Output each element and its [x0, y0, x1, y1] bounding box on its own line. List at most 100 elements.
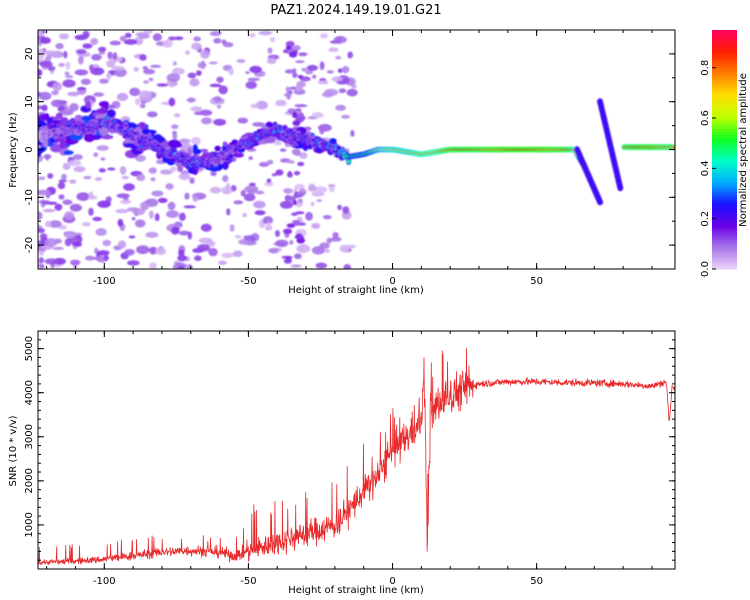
spectrogram-noise: [339, 244, 350, 253]
colorbar-cell: [712, 173, 737, 177]
spectrogram-y-tick-label: -20: [24, 237, 35, 253]
colorbar-cell: [712, 149, 737, 153]
spectrogram-noise: [248, 182, 256, 187]
spectrogram-noise: [271, 173, 278, 177]
spectrogram-noise: [311, 246, 325, 255]
spectrogram-noise: [269, 36, 276, 43]
spectrogram-noise: [116, 208, 125, 213]
spectrogram-noise: [121, 175, 130, 180]
spectrogram-noise: [316, 199, 323, 203]
spectrogram-noise: [273, 140, 282, 146]
spectrogram-noise: [135, 32, 149, 37]
spectrogram-noise: [97, 200, 111, 208]
spectrogram-noise: [248, 33, 256, 38]
spectrogram-noise: [301, 67, 308, 72]
snr-x-axis-label: Height of straight line (km): [288, 585, 424, 596]
spectrogram-noise: [50, 99, 64, 108]
spectrogram-ridge: [59, 133, 64, 138]
spectrogram-noise: [58, 194, 65, 200]
spectrogram-noise: [72, 241, 83, 247]
spectrogram-noise: [151, 190, 164, 197]
spectrogram-noise: [45, 220, 52, 228]
colorbar-cell: [712, 92, 737, 97]
colorbar-cell: [712, 80, 737, 85]
spectrogram-noise: [129, 87, 141, 97]
colorbar-cell: [712, 164, 737, 168]
spectrogram-noise: [58, 62, 66, 67]
spectrogram-noise: [168, 97, 176, 107]
spectrogram-noise: [200, 49, 210, 59]
spectrogram-y-tick-label: 20: [24, 48, 35, 61]
spectrogram-y-axis-label: Frequency (Hz): [8, 112, 19, 188]
spectrogram-noise: [232, 250, 243, 258]
spectrogram-noise: [346, 88, 358, 97]
snr-y-tick-label: 3000: [24, 424, 35, 449]
spectrogram-noise: [139, 54, 147, 61]
spectrogram-noise: [305, 70, 313, 75]
spectrogram-noise: [187, 72, 197, 79]
spectrogram-noise: [178, 138, 191, 144]
spectrogram-noise: [172, 61, 177, 66]
spectrogram-noise: [329, 40, 340, 44]
spectrogram-y-tick-label: -10: [24, 189, 35, 205]
spectrogram-panel: -100 -50 0 50 20 10 0 -10 -20 Height of straigh…: [8, 29, 676, 296]
spectrogram-noise: [67, 91, 80, 97]
spectrogram-noise: [148, 167, 157, 174]
spectrogram-noise: [135, 154, 146, 162]
spectrogram-noise: [342, 206, 350, 214]
spectrogram-noise: [189, 78, 200, 87]
colorbar-tick-label: 0.2: [700, 211, 711, 227]
spectrogram-noise: [39, 60, 53, 68]
spectrogram-noise: [126, 207, 140, 212]
spectrogram-noise: [294, 104, 308, 108]
spectrogram-noise: [254, 210, 266, 216]
snr-series-line: [38, 347, 675, 566]
spectrogram-noise: [136, 173, 146, 182]
colorbar-cell: [712, 188, 737, 192]
colorbar-cell: [712, 176, 737, 180]
colorbar-cell: [712, 236, 737, 240]
spectrogram-noise: [173, 113, 181, 118]
colorbar-cell: [712, 101, 737, 106]
spectrogram-noise: [157, 197, 168, 204]
colorbar-cell: [712, 53, 737, 58]
spectrogram-noise: [109, 40, 122, 46]
spectrogram-noise: [266, 159, 274, 165]
colorbar-cell: [712, 56, 737, 61]
spectrogram-noise: [229, 223, 235, 232]
spectrogram-noise: [134, 98, 141, 106]
spectrogram-noise: [72, 154, 83, 161]
colorbar-cell: [712, 122, 737, 127]
spectrogram-noise: [177, 254, 188, 262]
spectrogram-noise: [183, 205, 197, 209]
colorbar-cell: [712, 131, 737, 136]
colorbar-cell: [712, 254, 737, 258]
spectrogram-noise: [95, 228, 107, 237]
spectrogram-noise: [136, 245, 150, 255]
spectrogram-noise: [142, 66, 148, 70]
spectrogram-noise: [52, 246, 64, 251]
spectrogram-noise: [343, 264, 352, 269]
colorbar-cell: [712, 263, 737, 267]
spectrogram-noise: [296, 192, 306, 196]
spectrogram-noise: [248, 156, 253, 161]
colorbar-tick-label: 0.6: [700, 110, 711, 126]
spectrogram-noise: [64, 71, 70, 76]
colorbar-cell: [712, 227, 737, 231]
spectrogram-noise: [307, 185, 317, 192]
spectrogram-noise: [218, 85, 228, 95]
spectrogram-blob: [221, 161, 229, 170]
spectrogram-noise: [69, 179, 77, 184]
spectrogram-noise: [275, 169, 284, 176]
spectrogram-x-tick-label: -50: [240, 276, 256, 287]
spectrogram-noise: [266, 57, 277, 65]
spectrogram-marks: [38, 30, 675, 269]
spectrogram-blob: [222, 141, 228, 147]
colorbar-cell: [712, 266, 737, 270]
colorbar-cell: [712, 212, 737, 216]
spectrogram-noise: [255, 100, 268, 110]
spectrogram-noise: [282, 228, 293, 235]
spectrogram-noise: [195, 70, 202, 76]
spectrogram-noise: [191, 42, 202, 51]
colorbar-cell: [712, 206, 737, 210]
